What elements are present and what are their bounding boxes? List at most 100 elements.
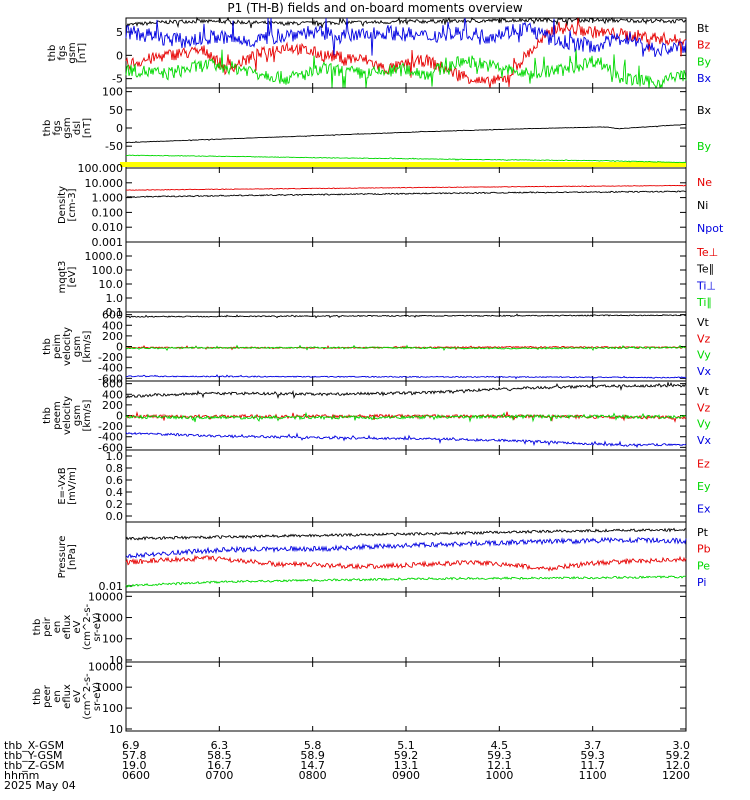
y-tick-label: -400 [98,431,123,444]
y-tick-label: 1000 [95,612,123,625]
x-row-label: thb_Z-GSM [4,759,64,772]
fgs-ylabel: thb [47,45,58,62]
peim-legend-1: Vz [697,332,711,345]
fgs_dsl-legend-1: By [697,140,712,153]
fgs_dsl-ylabel: [nT] [82,118,93,138]
y-tick-label: 0.4 [106,486,124,499]
fgs-legend-0: Bt [697,22,710,35]
y-tick-label: 400 [102,388,123,401]
fgs_dsl-ylabel: dsl [72,121,83,135]
pressure-series-Pb [125,554,687,572]
peer-ylabel: thb [32,688,43,705]
y-tick-label: 200 [102,330,123,343]
density-legend-1: Ni [697,199,708,212]
peem-ylabel: gsm [72,405,83,426]
y-tick-label: 5 [116,26,123,39]
fgs-series-By [125,48,687,90]
x-tick-xgsm: 4.5 [491,739,509,752]
y-tick-label: 0.0 [106,510,124,523]
y-tick-label: 0.01 [99,580,124,593]
peir-ylabel: sr-eV) [92,612,103,641]
y-tick-label: 100 [102,702,123,715]
peim-ylabel: [km/s] [82,330,93,362]
y-tick-label: 0.6 [106,474,124,487]
peem-legend-1: Vz [697,401,711,414]
peim-ylabel: thb [42,338,53,355]
peim-legend-3: Vx [697,365,712,378]
fgs_dsl-yellow-band [120,162,686,167]
density-ylabel: Density [57,186,68,224]
fgs_dsl-series-By [126,154,687,164]
efield-ylabel: [mV/m] [67,467,78,505]
y-tick-label: 1000.0 [85,250,124,263]
y-tick-label: -50 [105,140,123,153]
x-tick-ygsm: 59.3 [580,749,605,762]
x-tick-time: 0600 [122,769,150,782]
pressure-legend-3: Pi [697,576,706,589]
peim-legend-0: Vt [697,316,710,329]
fgs_dsl-series-Bx [125,123,687,144]
fgs-series-Bz [125,17,687,89]
x-tick-zgsm: 19.0 [122,759,147,772]
pressure-ylabel: [nPa] [67,544,78,570]
y-tick-label: 100 [102,633,123,646]
y-tick-label: 100 [102,86,123,99]
x-row-label: thb_X-GSM [4,739,64,752]
peir-ylabel: eflux [62,615,73,640]
peer-ylabel: peer [42,684,53,708]
x-row-label: hhmm [4,769,39,782]
pressure-legend-0: Pt [697,526,709,539]
pressure-ylabel: Pressure [57,536,68,579]
x-tick-zgsm: 12.0 [666,759,691,772]
y-tick-label: 200 [102,399,123,412]
peem-series-Vt [125,382,687,400]
peir-ylabel: peir [42,616,53,636]
y-tick-label: 10000 [88,660,123,673]
x-tick-time: 1200 [662,769,690,782]
fgs-ylabel: [nT] [77,43,88,63]
density-legend-2: Npot [697,222,724,235]
efield-legend-1: Ey [697,480,711,493]
peem-ylabel: peem [52,401,63,429]
peir-ylabel: thb [32,619,43,636]
x-tick-xgsm: 6.9 [122,739,140,752]
peem-ylabel: [km/s] [82,399,93,431]
y-tick-label: 600 [102,309,123,322]
x-tick-time: 1100 [579,769,607,782]
pressure-legend-2: Pe [697,559,710,572]
peem-series-Vz [125,410,687,423]
y-tick-label: 1.000 [92,192,124,205]
y-tick-label: 600 [102,378,123,391]
y-tick-label: 0 [116,49,123,62]
y-tick-label: -400 [98,362,123,375]
fgs-legend-2: By [697,55,712,68]
temp-ylabel: mqqt3 [57,261,68,294]
y-tick-label: 0 [116,122,123,135]
x-tick-time: 0700 [205,769,233,782]
y-tick-label: 10000 [88,590,123,603]
peer-ylabel: en [52,690,63,703]
temp-legend-3: Ti∥ [696,296,712,309]
peem-series-Vx [125,431,687,449]
peem-legend-2: Vy [697,418,711,431]
peim-series-Vt [125,313,686,319]
x-row-label: thb_Y-GSM [4,749,63,762]
peir-ylabel: (cm^2-s- [82,603,93,650]
density-series-Ni [125,190,687,199]
y-tick-label: 0.2 [106,498,124,511]
peem-legend-3: Vx [697,434,712,447]
peim-ylabel: peim [52,334,63,359]
efield-ylabel: E=-VxB [57,467,68,504]
x-tick-ygsm: 59.3 [487,749,512,762]
x-row-label: 2025 May 04 [4,779,76,792]
x-tick-xgsm: 6.3 [211,739,229,752]
peir-ylabel: eV [72,620,83,633]
pressure-series-Pi [125,536,687,559]
x-tick-zgsm: 13.1 [394,759,419,772]
peim-series-Vy [125,344,687,352]
y-tick-label: 10 [109,723,123,736]
efield-legend-0: Ez [697,458,710,471]
peer-ylabel: sr-eV) [92,682,103,711]
y-tick-label: 0.001 [92,236,124,249]
y-tick-label: 100.0 [92,264,124,277]
